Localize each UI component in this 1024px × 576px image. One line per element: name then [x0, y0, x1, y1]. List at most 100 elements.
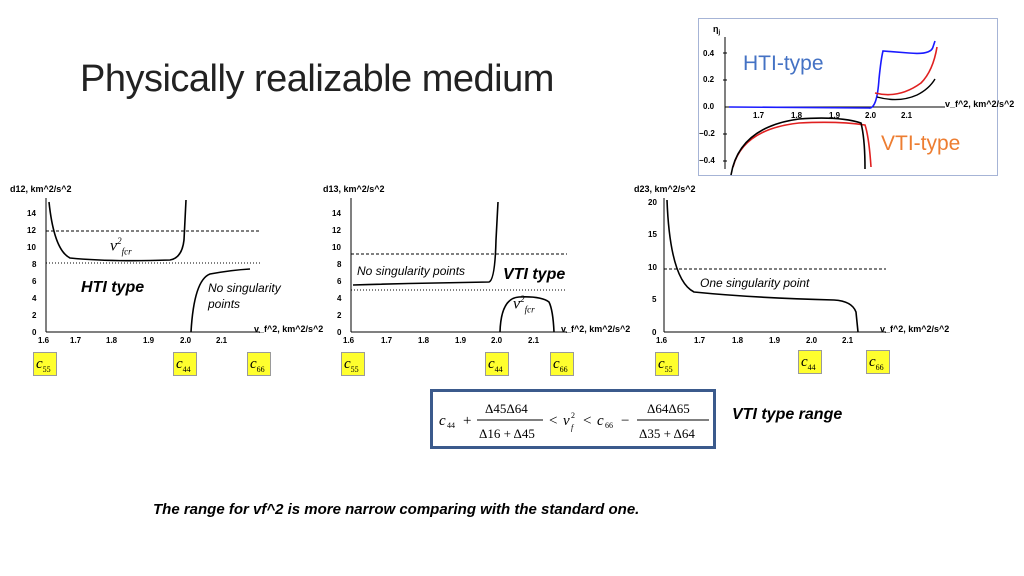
eq-den2: Δ35 + Δ64: [639, 426, 695, 441]
d13-y-tick: 0: [337, 328, 342, 337]
d13-note: No singularity points: [357, 264, 466, 278]
inset-black-curve: [730, 117, 866, 176]
vti-type-label: VTI-type: [881, 132, 961, 155]
c66-box: c66: [550, 352, 574, 376]
footnote: The range for vf^2 is more narrow compar…: [153, 501, 640, 518]
d23-y-label: d23, km^2/s^2: [634, 184, 696, 194]
inset-black-curve-top: [876, 78, 936, 101]
inset-y-tick: −0.4: [699, 156, 715, 165]
eq-vf: v: [563, 413, 570, 429]
inset-blue-line: [728, 40, 936, 109]
eq-num1: Δ45Δ64: [485, 401, 528, 416]
d23-x-tick: 1.7: [694, 336, 706, 345]
vti-range-label: VTI type range: [732, 406, 843, 423]
equation-svg: c 44 + Δ45Δ64 Δ16 + Δ45 < v 2 f < c 66 −…: [439, 401, 709, 441]
d12-note: No singularity points: [208, 281, 281, 311]
d13-x-tick: 1.9: [455, 336, 467, 345]
inset-y-tick: 0.0: [703, 102, 715, 111]
d12-y-label: d12, km^2/s^2: [10, 184, 72, 194]
d13-x-tick: 2.1: [528, 336, 540, 345]
d23-y-tick: 0: [652, 328, 657, 337]
inset-x-tick: 2.0: [865, 111, 877, 120]
d23-y-tick: 5: [652, 295, 657, 304]
inset-x-tick: 2.1: [901, 111, 913, 120]
vti-range-equation: c 44 + Δ45Δ64 Δ16 + Δ45 < v 2 f < c 66 −…: [430, 389, 716, 449]
eq-den1: Δ16 + Δ45: [479, 426, 535, 441]
d13-y-tick: 10: [332, 243, 341, 252]
d12-y-tick: 4: [32, 294, 37, 303]
d23-x-tick: 2.0: [806, 336, 818, 345]
d13-y-tick: 12: [332, 226, 341, 235]
d12-x-tick: 2.0: [180, 336, 192, 345]
c55-box: c55: [33, 352, 57, 376]
inset-y-tick: 0.4: [703, 49, 715, 58]
d12-x-label: v_f^2, km^2/s^2: [254, 324, 323, 334]
inset-red-curve: [732, 121, 872, 168]
d12-x-tick: 1.8: [106, 336, 118, 345]
eq-c66-sub: 66: [605, 421, 613, 430]
d12-x-tick: 1.7: [70, 336, 82, 345]
d12-curve-left: [48, 199, 187, 262]
d12-y-tick: 8: [32, 260, 37, 269]
d23-x-label: v_f^2, km^2/s^2: [880, 324, 949, 334]
d13-type-label: VTI type: [503, 266, 566, 283]
d23-y-tick: 10: [648, 263, 657, 272]
chart-d13: d13, km^2/s^2 0 2 4 6 8 10 12 14 1.6 1.7…: [323, 184, 630, 345]
eq-lt2: <: [583, 413, 591, 429]
d23-y-tick: 20: [648, 198, 657, 207]
d12-x-tick: 2.1: [216, 336, 228, 345]
d12-x-tick: 1.9: [143, 336, 155, 345]
d13-y-label: d13, km^2/s^2: [323, 184, 385, 194]
d13-curve-left: [352, 201, 499, 286]
d12-y-tick: 0: [32, 328, 37, 337]
page-title: Physically realizable medium: [80, 58, 554, 100]
hti-type-label: HTI-type: [743, 52, 824, 75]
d23-x-tick: 1.8: [732, 336, 744, 345]
inset-y-tick: 0.2: [703, 75, 715, 84]
inset-eta-chart: ηj 0.4 0.2 0.0 −0.2 −0.4 1.7 1.8 1.9 2.0…: [698, 18, 1014, 176]
d12-type-label: HTI type: [81, 279, 145, 296]
inset-x-tick: 1.9: [829, 111, 841, 120]
d23-y-tick: 15: [648, 230, 657, 239]
eq-vf-sub: f: [571, 423, 575, 432]
eq-c66: c: [597, 413, 604, 429]
d13-x-label: v_f^2, km^2/s^2: [561, 324, 630, 334]
d12-y-tick: 6: [32, 277, 37, 286]
c55-box: c55: [655, 352, 679, 376]
d13-x-tick: 1.7: [381, 336, 393, 345]
inset-plot: ηj 0.4 0.2 0.0 −0.2 −0.4 1.7 1.8 1.9 2.0…: [699, 24, 1014, 176]
d23-x-tick: 1.6: [656, 336, 668, 345]
d13-x-tick: 2.0: [491, 336, 503, 345]
d23-x-tick: 1.9: [769, 336, 781, 345]
d13-y-tick: 8: [337, 260, 342, 269]
eq-plus: +: [463, 413, 471, 429]
d13-y-tick: 2: [337, 311, 342, 320]
d23-x-tick: 2.1: [842, 336, 854, 345]
c55-box: c55: [341, 352, 365, 376]
d12-y-tick: 2: [32, 311, 37, 320]
d13-y-tick: 14: [332, 209, 341, 218]
d13-y-tick: 6: [337, 277, 342, 286]
eq-num2: Δ64Δ65: [647, 401, 690, 416]
d23-note: One singularity point: [700, 276, 810, 290]
chart-d23: d23, km^2/s^2 0 5 10 15 20 1.6 1.7 1.8 1…: [634, 184, 949, 345]
chart-d12: d12, km^2/s^2 0 2 4 6 8 10 12 14 1.6 1.7…: [10, 184, 323, 345]
inset-y-label: ηj: [713, 24, 721, 36]
d13-vfcr-annotation: v2fcr: [513, 294, 535, 315]
c44-box: c44: [173, 352, 197, 376]
d12-y-tick: 10: [27, 243, 36, 252]
d12-y-tick: 12: [27, 226, 36, 235]
d13-curve-right: [499, 296, 555, 333]
eq-minus: −: [621, 413, 629, 429]
eq-lt1: <: [549, 413, 557, 429]
inset-x-label: v_f^2, km^2/s^2: [945, 99, 1014, 109]
c66-box: c66: [247, 352, 271, 376]
inset-red-curve-top: [874, 46, 938, 96]
c44-box: c44: [798, 350, 822, 374]
inset-x-tick: 1.7: [753, 111, 765, 120]
c66-box: c66: [866, 350, 890, 374]
eq-vf-sup: 2: [571, 411, 575, 420]
c44-box: c44: [485, 352, 509, 376]
d12-curve-right: [190, 268, 251, 333]
d12-x-tick: 1.6: [38, 336, 50, 345]
